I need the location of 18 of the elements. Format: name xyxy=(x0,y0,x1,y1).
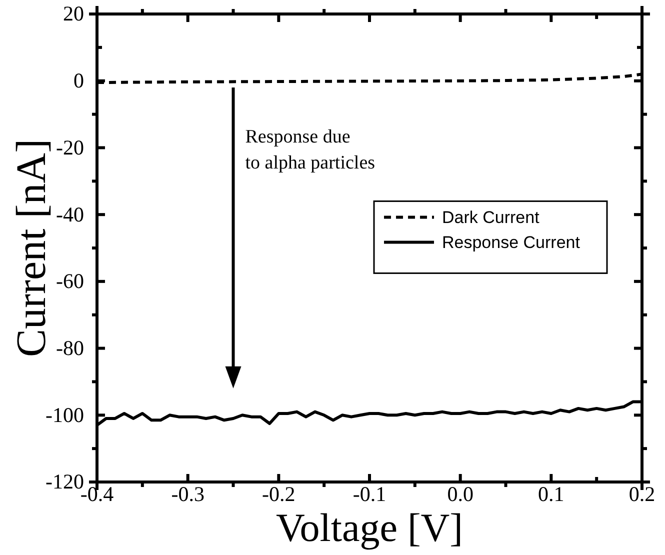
y-tick-label: 20 xyxy=(63,2,84,26)
x-tick-label: -0.3 xyxy=(171,482,204,506)
y-tick-label: 0 xyxy=(74,68,84,93)
y-tick-label: -60 xyxy=(56,269,84,294)
x-tick-label: -0.1 xyxy=(352,482,386,506)
x-tick-label: 0.0 xyxy=(447,482,474,506)
annotation: Response due to alpha particles xyxy=(245,126,376,174)
y-tick-label: -40 xyxy=(56,202,84,226)
y-tick-label: -80 xyxy=(56,336,84,360)
legend-label: Response Current xyxy=(442,233,580,252)
x-tick-label: 0.1 xyxy=(538,482,564,506)
x-tick-label: -0.2 xyxy=(262,482,296,506)
y-axis-title: Current [nA] xyxy=(9,138,55,358)
x-axis-title: Voltage [V] xyxy=(276,505,463,550)
y-tick-label: -100 xyxy=(46,402,84,427)
legend-label: Dark Current xyxy=(442,208,540,228)
x-tick-label: 0.2 xyxy=(628,482,656,506)
y-tick-label: -20 xyxy=(56,135,84,160)
